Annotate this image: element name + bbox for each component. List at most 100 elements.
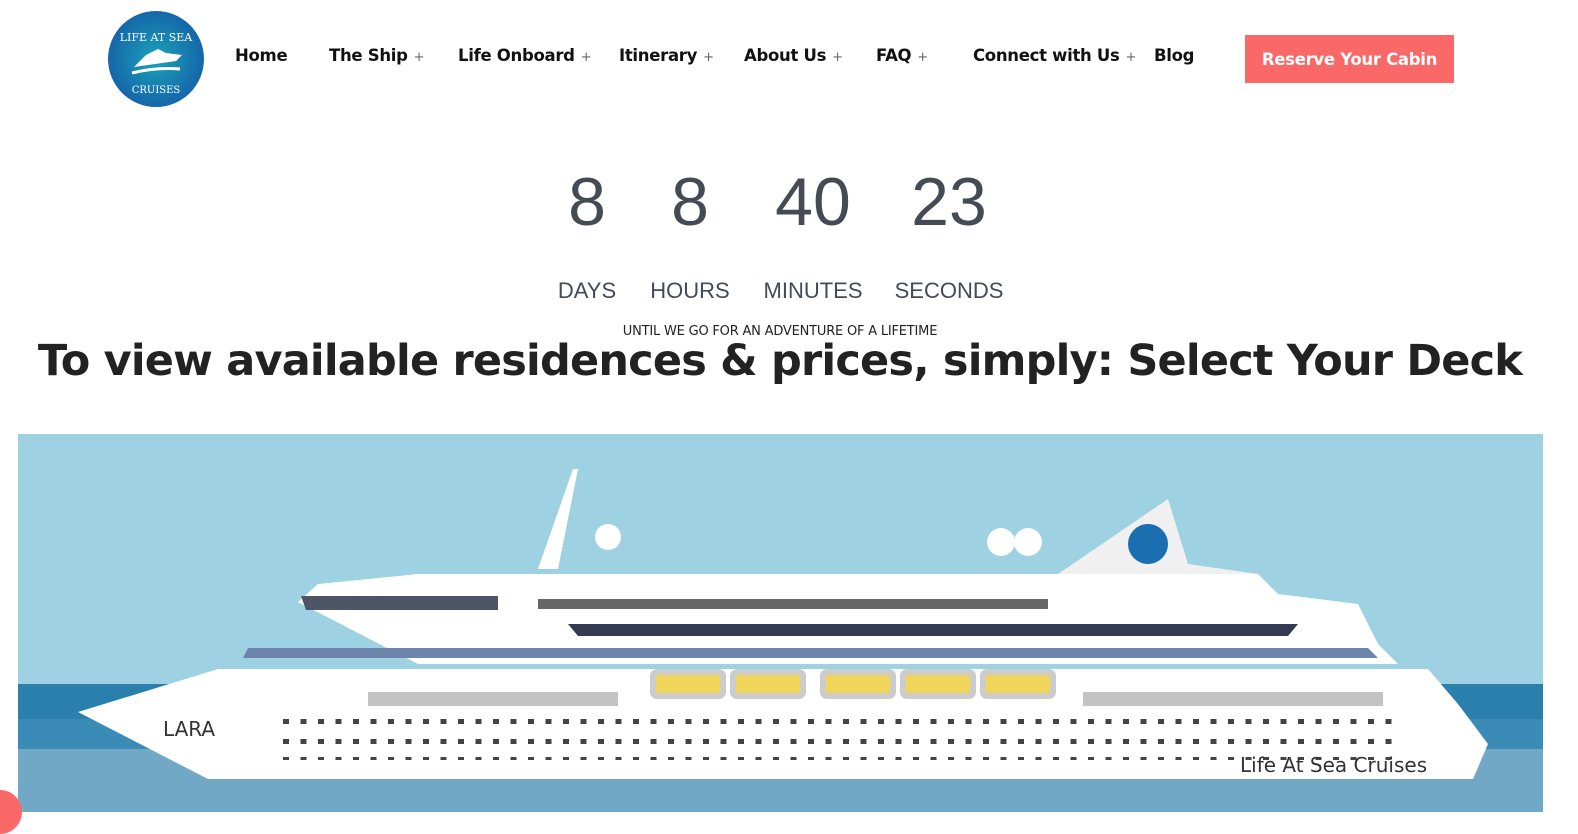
porthole [1210, 739, 1217, 744]
porthole [703, 757, 709, 760]
porthole [458, 757, 464, 760]
porthole [423, 757, 429, 760]
porthole [825, 739, 832, 744]
porthole [370, 757, 377, 760]
porthole [423, 739, 429, 744]
porthole [353, 719, 359, 724]
reserve-cabin-button[interactable]: Reserve Your Cabin [1245, 35, 1454, 83]
hours-label: HOURS [650, 278, 730, 303]
porthole [283, 719, 289, 724]
porthole [650, 757, 657, 760]
porthole [1140, 739, 1147, 744]
logo[interactable]: LIFE AT SEA CRUISES [106, 9, 206, 109]
porthole [1018, 719, 1024, 724]
nav-life-onboard[interactable]: Life Onboard + [458, 46, 592, 65]
nav-blog[interactable]: Blog [1154, 46, 1194, 65]
porthole [388, 757, 394, 760]
porthole [388, 739, 394, 744]
plus-icon: + [917, 50, 928, 65]
porthole [493, 757, 499, 760]
countdown-caption: UNTIL WE GO FOR AN ADVENTURE OF A LIFETI… [622, 324, 938, 339]
nav-about-us[interactable]: About Us + [744, 46, 843, 65]
countdown-minutes: 40 [775, 164, 851, 240]
porthole [1018, 739, 1024, 744]
porthole [685, 719, 692, 724]
porthole [860, 739, 867, 744]
nav-faq[interactable]: FAQ + [876, 46, 928, 65]
porthole [598, 719, 604, 724]
porthole [808, 739, 814, 744]
porthole [1228, 757, 1234, 760]
porthole [808, 757, 814, 760]
porthole [1035, 739, 1042, 744]
nav-itinerary[interactable]: Itinerary + [619, 46, 714, 65]
porthole [1070, 719, 1077, 724]
ship-deck-selector[interactable]: LARA Life At Sea Cruises [18, 434, 1543, 812]
nav-home[interactable]: Home [235, 46, 288, 65]
porthole [1088, 739, 1094, 744]
chat-button[interactable] [0, 790, 22, 834]
porthole [475, 719, 482, 724]
plus-icon: + [1125, 50, 1137, 65]
porthole [283, 739, 289, 744]
porthole [1333, 739, 1339, 744]
porthole [510, 719, 517, 724]
porthole [1210, 757, 1217, 760]
plus-icon: + [413, 50, 425, 65]
porthole [528, 757, 534, 760]
porthole [720, 739, 727, 744]
porthole [458, 719, 464, 724]
nav-the-ship[interactable]: The Ship + [329, 46, 425, 65]
porthole [1263, 719, 1269, 724]
porthole [843, 739, 849, 744]
porthole [598, 739, 604, 744]
nav-label: About Us [744, 46, 827, 65]
porthole [808, 719, 814, 724]
porthole [720, 719, 727, 724]
porthole [930, 719, 937, 724]
porthole [353, 757, 359, 760]
porthole [1193, 719, 1199, 724]
porthole [1298, 757, 1304, 760]
nav-connect[interactable]: Connect with Us + [973, 46, 1136, 65]
porthole [493, 739, 499, 744]
porthole [790, 719, 797, 724]
porthole [738, 757, 744, 760]
porthole [1035, 757, 1042, 760]
porthole [790, 739, 797, 744]
porthole [1193, 757, 1199, 760]
porthole [580, 739, 587, 744]
porthole [370, 719, 377, 724]
porthole [983, 757, 989, 760]
porthole [1315, 719, 1322, 724]
porthole [895, 719, 902, 724]
porthole [755, 719, 762, 724]
porthole [965, 757, 972, 760]
porthole [773, 757, 779, 760]
countdown-days: 8 [568, 164, 606, 240]
porthole [738, 739, 744, 744]
porthole [283, 757, 289, 760]
porthole [1298, 719, 1304, 724]
porthole [1315, 739, 1322, 744]
porthole [528, 719, 534, 724]
porthole [370, 739, 377, 744]
porthole [1385, 757, 1392, 760]
porthole [1385, 719, 1392, 724]
plus-icon: + [580, 50, 592, 65]
porthole [755, 739, 762, 744]
nav-label: Connect with Us [973, 46, 1120, 65]
porthole [405, 739, 412, 744]
porthole [1105, 719, 1112, 724]
porthole [440, 719, 447, 724]
upper-decks[interactable] [298, 574, 1398, 664]
porthole [1280, 757, 1287, 760]
porthole [983, 739, 989, 744]
porthole [1088, 719, 1094, 724]
porthole [1263, 757, 1269, 760]
porthole [1175, 719, 1182, 724]
porthole [300, 757, 307, 760]
porthole [1070, 739, 1077, 744]
porthole [668, 739, 674, 744]
porthole [598, 757, 604, 760]
